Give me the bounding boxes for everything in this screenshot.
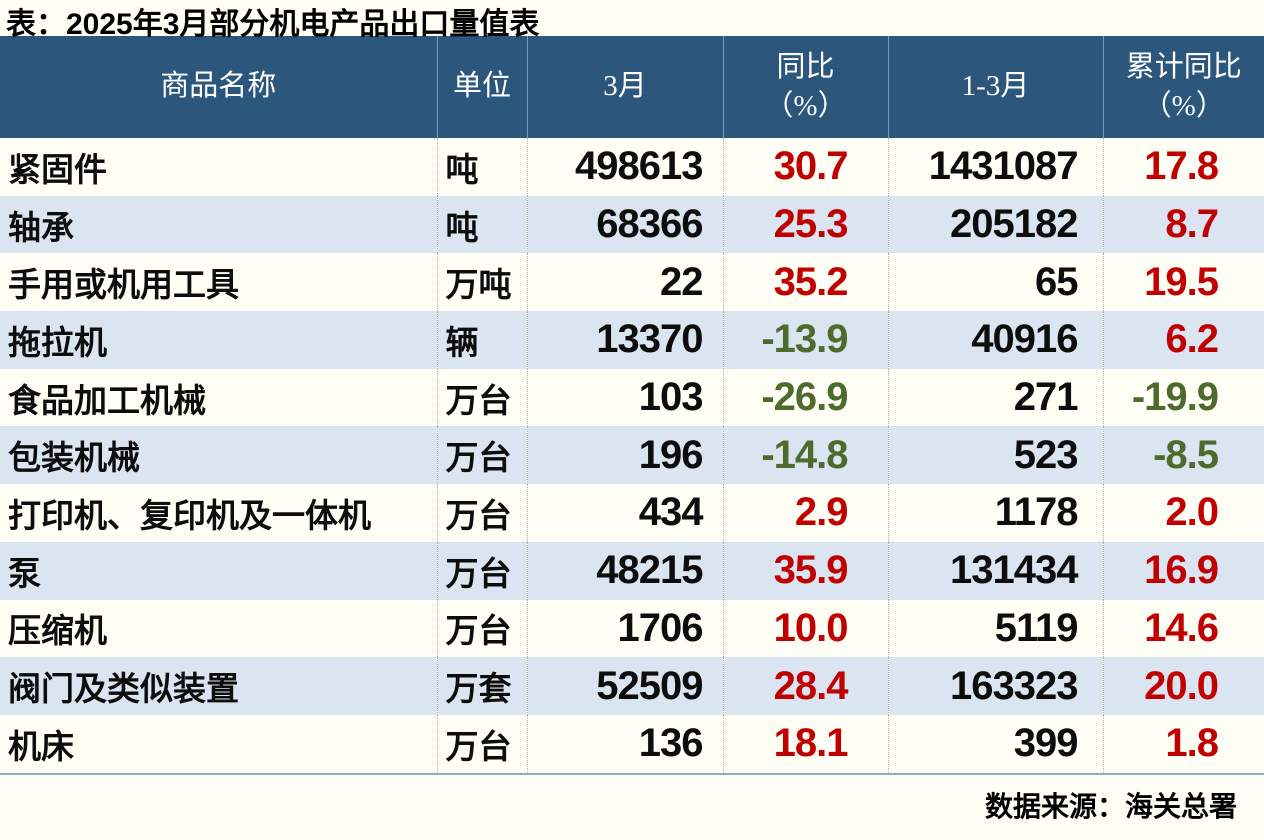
cum-yoy-value-cell: 19.5 (1144, 259, 1219, 304)
march-value-cell: 13370 (527, 311, 724, 369)
yoy-value-cell: -13.9 (723, 311, 889, 369)
product-name-cell: 拖拉机 (0, 311, 438, 369)
table-body: 紧固件 吨 498613 30.7 1431087 17.8 轴承 吨 6836… (0, 138, 1264, 774)
table-row: 压缩机 万台 1706 10.0 5119 14.6 (0, 599, 1264, 658)
table-row: 紧固件 吨 498613 30.7 1431087 17.8 (0, 138, 1264, 196)
march-value-cell: 434 (527, 484, 724, 542)
col-header-product-name: 商品名称 (0, 36, 438, 138)
yoy-value-cell: 28.4 (723, 657, 889, 715)
product-name-cell: 紧固件 (0, 138, 438, 196)
col-header-label: 同比 (776, 50, 835, 83)
table-row: 阀门及类似装置 万套 52509 28.4 163323 20.0 (0, 657, 1264, 715)
jan-mar-value-cell: 399 (888, 714, 1104, 774)
yoy-value-cell: 10.0 (723, 599, 889, 658)
col-header-label: 单位 (452, 70, 511, 103)
march-value-cell: 136 (527, 714, 724, 774)
jan-mar-value-cell: 205182 (888, 195, 1104, 254)
jan-mar-value-cell: 1178 (888, 484, 1104, 542)
march-value-cell: 48215 (527, 541, 724, 600)
march-value-cell: 52509 (527, 657, 724, 715)
jan-mar-value-cell: 271 (888, 368, 1104, 427)
cum-yoy-value-cell: 17.8 (1144, 144, 1219, 189)
cum-yoy-value-cell: 20.0 (1144, 663, 1219, 708)
yoy-value-cell: 25.3 (723, 195, 889, 254)
product-name-cell: 手用或机用工具 (0, 253, 438, 312)
cum-yoy-value-cell: -8.5 (1153, 432, 1219, 477)
table-header: 商品名称 单位 3月 同比 （%） 1-3月 累计同比 （%） (0, 36, 1264, 138)
table-row: 拖拉机 辆 13370 -13.9 40916 6.2 (0, 311, 1264, 369)
march-value-cell: 196 (527, 426, 724, 485)
product-name-cell: 泵 (0, 541, 438, 600)
page-title: 表：2025年3月部分机电产品出口量值表 (6, 8, 540, 41)
jan-mar-value-cell: 5119 (888, 599, 1104, 658)
product-name-cell: 阀门及类似装置 (0, 657, 438, 715)
cum-yoy-value-cell: 6.2 (1165, 317, 1219, 362)
unit-cell: 万台 (437, 426, 528, 485)
unit-cell: 辆 (437, 311, 528, 369)
yoy-value-cell: 35.9 (723, 541, 889, 600)
march-value-cell: 68366 (527, 195, 724, 254)
yoy-value-cell: -14.8 (723, 426, 889, 485)
col-header-sublabel: （%） (1142, 90, 1225, 122)
unit-cell: 万套 (437, 657, 528, 715)
march-value-cell: 1706 (527, 599, 724, 658)
jan-mar-value-cell: 523 (888, 426, 1104, 485)
jan-mar-value-cell: 163323 (888, 657, 1104, 715)
col-header-sublabel: （%） (764, 90, 847, 122)
march-value-cell: 103 (527, 368, 724, 427)
col-header-label: 累计同比 (1125, 50, 1242, 83)
jan-mar-value-cell: 131434 (888, 541, 1104, 600)
col-header-label: 1-3月 (961, 70, 1030, 103)
jan-mar-value-cell: 65 (888, 253, 1104, 312)
export-data-table: 商品名称 单位 3月 同比 （%） 1-3月 累计同比 （%） (0, 36, 1264, 775)
table-row: 手用或机用工具 万吨 22 35.2 65 19.5 (0, 253, 1264, 312)
unit-cell: 万台 (437, 714, 528, 774)
col-header-label: 商品名称 (160, 70, 277, 103)
col-header-yoy: 同比 （%） (723, 36, 889, 138)
cum-yoy-value-cell: 1.8 (1165, 721, 1219, 766)
march-value-cell: 498613 (527, 138, 724, 196)
table-row: 食品加工机械 万台 103 -26.9 271 -19.9 (0, 368, 1264, 427)
table-row: 包装机械 万台 196 -14.8 523 -8.5 (0, 426, 1264, 485)
yoy-value-cell: 30.7 (723, 138, 889, 196)
table-row: 泵 万台 48215 35.9 131434 16.9 (0, 541, 1264, 600)
product-name-cell: 压缩机 (0, 599, 438, 658)
yoy-value-cell: 35.2 (723, 253, 889, 312)
cum-yoy-value-cell: -19.9 (1131, 375, 1219, 420)
col-header-march: 3月 (527, 36, 724, 138)
unit-cell: 万台 (437, 541, 528, 600)
product-name-cell: 包装机械 (0, 426, 438, 485)
unit-cell: 万台 (437, 599, 528, 658)
jan-mar-value-cell: 40916 (888, 311, 1104, 369)
table-row: 轴承 吨 68366 25.3 205182 8.7 (0, 195, 1264, 254)
jan-mar-value-cell: 1431087 (888, 138, 1104, 196)
col-header-label: 3月 (603, 70, 647, 103)
yoy-value-cell: 18.1 (723, 714, 889, 774)
product-name-cell: 轴承 (0, 195, 438, 254)
product-name-cell: 打印机、复印机及一体机 (0, 484, 438, 542)
col-header-jan-mar: 1-3月 (888, 36, 1104, 138)
cum-yoy-value-cell: 8.7 (1165, 202, 1219, 247)
col-header-unit: 单位 (437, 36, 528, 138)
unit-cell: 万吨 (437, 253, 528, 312)
march-value-cell: 22 (527, 253, 724, 312)
table-row: 机床 万台 136 18.1 399 1.8 (0, 714, 1264, 774)
yoy-value-cell: -26.9 (723, 368, 889, 427)
unit-cell: 万台 (437, 368, 528, 427)
unit-cell: 吨 (437, 138, 528, 196)
product-name-cell: 机床 (0, 714, 438, 774)
yoy-value-cell: 2.9 (723, 484, 889, 542)
cum-yoy-value-cell: 16.9 (1144, 548, 1219, 593)
table-row: 打印机、复印机及一体机 万台 434 2.9 1178 2.0 (0, 484, 1264, 542)
data-source-note: 数据来源：海关总署 (984, 790, 1237, 822)
product-name-cell: 食品加工机械 (0, 368, 438, 427)
cum-yoy-value-cell: 2.0 (1165, 490, 1219, 535)
unit-cell: 吨 (437, 195, 528, 254)
unit-cell: 万台 (437, 484, 528, 542)
cum-yoy-value-cell: 14.6 (1144, 605, 1219, 650)
col-header-cum-yoy: 累计同比 （%） (1103, 36, 1264, 138)
header-row: 商品名称 单位 3月 同比 （%） 1-3月 累计同比 （%） (0, 36, 1264, 138)
